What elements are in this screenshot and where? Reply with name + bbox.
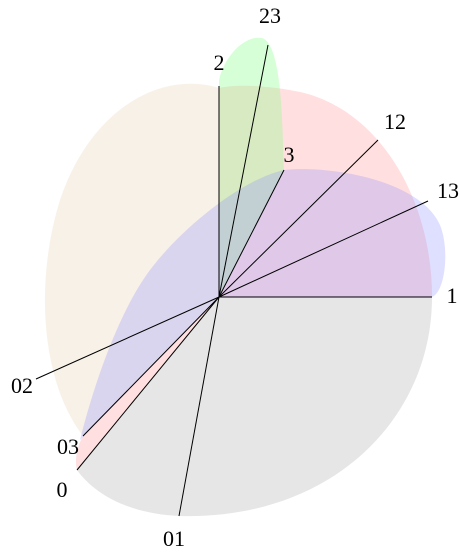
ray-label: 12 [384, 109, 406, 134]
ray [218, 200, 429, 298]
ray-label: 3 [284, 142, 295, 167]
ray [218, 139, 379, 298]
ray [218, 44, 269, 298]
region-blue [80, 169, 446, 440]
ray [35, 296, 220, 380]
ray-label: 01 [163, 526, 185, 551]
ray-label: 02 [11, 373, 33, 398]
region-green [219, 37, 284, 298]
rays: 1 13 12 3 23 2 02 03 0 01 [11, 3, 459, 551]
ray [76, 296, 220, 471]
ray-label: 1 [447, 283, 458, 308]
region-beige [44, 83, 219, 436]
ray-label: 13 [437, 178, 459, 203]
ray [218, 169, 285, 298]
ray-label: 03 [57, 434, 79, 459]
ray [178, 296, 220, 517]
ray-label: 23 [259, 3, 281, 28]
ray-label: 0 [57, 477, 68, 502]
ray [82, 296, 220, 437]
ray-label: 2 [214, 50, 225, 75]
region-gray [77, 297, 432, 517]
